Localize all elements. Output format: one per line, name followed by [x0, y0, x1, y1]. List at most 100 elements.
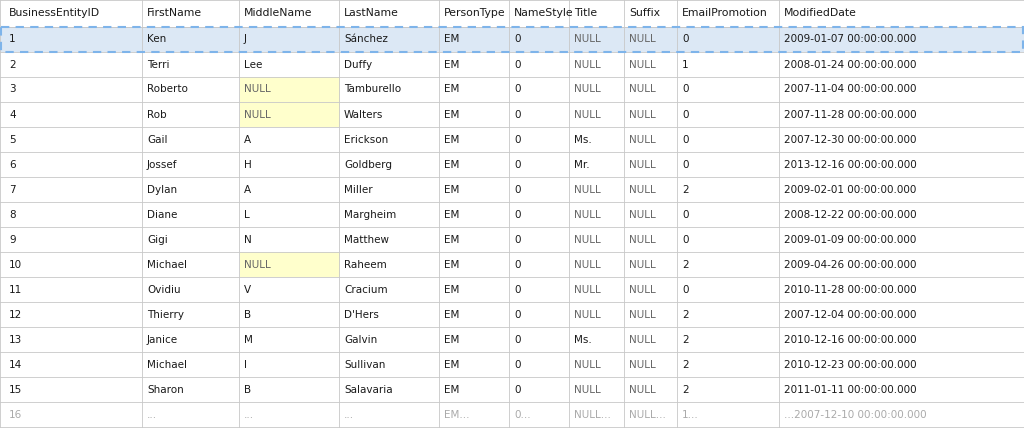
Text: Matthew: Matthew — [344, 235, 389, 245]
Text: 13: 13 — [9, 334, 23, 344]
Text: NULL: NULL — [574, 85, 601, 95]
Text: 2009-01-09 00:00:00.000: 2009-01-09 00:00:00.000 — [784, 235, 916, 245]
Text: Title: Title — [574, 8, 597, 18]
Text: NULL: NULL — [629, 59, 655, 69]
Text: 2009-02-01 00:00:00.000: 2009-02-01 00:00:00.000 — [784, 184, 916, 194]
Text: 1: 1 — [682, 59, 688, 69]
Text: NULL: NULL — [574, 385, 601, 395]
Text: 2007-11-04 00:00:00.000: 2007-11-04 00:00:00.000 — [784, 85, 916, 95]
Text: ModifiedDate: ModifiedDate — [784, 8, 857, 18]
Bar — [240, 77, 340, 102]
Bar — [1, 27, 1023, 52]
Text: Jossef: Jossef — [147, 160, 177, 170]
Text: 0: 0 — [514, 259, 520, 269]
Text: NULL: NULL — [574, 34, 601, 44]
Bar — [0, 102, 1024, 127]
Text: H: H — [244, 160, 252, 170]
Text: 0: 0 — [682, 285, 688, 294]
Text: 14: 14 — [9, 360, 23, 369]
Text: D'Hers: D'Hers — [344, 310, 379, 320]
Text: Michael: Michael — [147, 360, 187, 369]
Text: NULL: NULL — [574, 109, 601, 119]
Text: 2008-01-24 00:00:00.000: 2008-01-24 00:00:00.000 — [784, 59, 916, 69]
Text: 4: 4 — [9, 109, 15, 119]
Text: 3: 3 — [9, 85, 15, 95]
Text: NULL: NULL — [629, 385, 655, 395]
Text: Gail: Gail — [147, 134, 168, 144]
Text: NULL: NULL — [629, 134, 655, 144]
Text: 2: 2 — [682, 310, 688, 320]
Text: Janice: Janice — [147, 334, 178, 344]
Bar — [0, 352, 1024, 377]
Bar — [0, 327, 1024, 352]
Text: NULL: NULL — [574, 210, 601, 219]
Text: 0: 0 — [514, 235, 520, 245]
Text: NameStyle: NameStyle — [514, 8, 573, 18]
Text: 0: 0 — [514, 184, 520, 194]
Text: 2009-04-26 00:00:00.000: 2009-04-26 00:00:00.000 — [784, 259, 916, 269]
Text: 2: 2 — [682, 385, 688, 395]
Text: B: B — [244, 385, 251, 395]
Text: EM: EM — [444, 259, 460, 269]
Text: NULL: NULL — [574, 310, 601, 320]
Text: PersonType: PersonType — [444, 8, 506, 18]
Text: EM: EM — [444, 310, 460, 320]
Bar — [0, 202, 1024, 227]
Text: 0: 0 — [514, 285, 520, 294]
Text: 2: 2 — [682, 360, 688, 369]
Text: Terri: Terri — [147, 59, 170, 69]
Text: Margheim: Margheim — [344, 210, 396, 219]
Text: A: A — [244, 184, 251, 194]
Text: NULL: NULL — [629, 34, 655, 44]
Text: 0: 0 — [514, 310, 520, 320]
Text: MiddleName: MiddleName — [244, 8, 312, 18]
Text: EM: EM — [444, 360, 460, 369]
Text: 0: 0 — [514, 210, 520, 219]
Text: 0: 0 — [514, 385, 520, 395]
Text: 2013-12-16 00:00:00.000: 2013-12-16 00:00:00.000 — [784, 160, 916, 170]
Text: NULL: NULL — [629, 184, 655, 194]
Text: Michael: Michael — [147, 259, 187, 269]
Text: 0: 0 — [514, 360, 520, 369]
Text: 2: 2 — [9, 59, 15, 69]
Text: NULL: NULL — [629, 160, 655, 170]
Text: NULL: NULL — [629, 85, 655, 95]
Text: Walters: Walters — [344, 109, 383, 119]
Text: 2010-12-16 00:00:00.000: 2010-12-16 00:00:00.000 — [784, 334, 916, 344]
Text: 2007-12-04 00:00:00.000: 2007-12-04 00:00:00.000 — [784, 310, 916, 320]
Text: J: J — [244, 34, 247, 44]
Text: 6: 6 — [9, 160, 15, 170]
Text: Sullivan: Sullivan — [344, 360, 385, 369]
Text: EM: EM — [444, 59, 460, 69]
Text: Salavaria: Salavaria — [344, 385, 392, 395]
Text: EM: EM — [444, 285, 460, 294]
Text: 2010-11-28 00:00:00.000: 2010-11-28 00:00:00.000 — [784, 285, 916, 294]
Text: NULL: NULL — [629, 259, 655, 269]
Text: 2007-12-30 00:00:00.000: 2007-12-30 00:00:00.000 — [784, 134, 916, 144]
Text: 2: 2 — [682, 334, 688, 344]
Text: NULL: NULL — [629, 310, 655, 320]
Text: V: V — [244, 285, 251, 294]
Text: FirstName: FirstName — [147, 8, 202, 18]
Text: BusinessEntityID: BusinessEntityID — [9, 8, 100, 18]
Bar — [0, 252, 1024, 277]
Bar — [0, 177, 1024, 202]
Text: NULL...: NULL... — [629, 409, 666, 419]
Text: 2007-11-28 00:00:00.000: 2007-11-28 00:00:00.000 — [784, 109, 916, 119]
Text: 16: 16 — [9, 409, 23, 419]
Text: Dylan: Dylan — [147, 184, 177, 194]
Text: 0: 0 — [514, 134, 520, 144]
Text: 1...: 1... — [682, 409, 698, 419]
Text: 9: 9 — [9, 235, 15, 245]
Text: EM...: EM... — [444, 409, 469, 419]
Text: 0: 0 — [682, 160, 688, 170]
Text: Raheem: Raheem — [344, 259, 387, 269]
Text: 7: 7 — [9, 184, 15, 194]
Bar — [0, 377, 1024, 402]
Text: 2008-12-22 00:00:00.000: 2008-12-22 00:00:00.000 — [784, 210, 916, 219]
Text: EM: EM — [444, 334, 460, 344]
Text: 0: 0 — [682, 134, 688, 144]
Text: EM: EM — [444, 210, 460, 219]
Text: NULL: NULL — [574, 285, 601, 294]
Text: 0: 0 — [682, 109, 688, 119]
